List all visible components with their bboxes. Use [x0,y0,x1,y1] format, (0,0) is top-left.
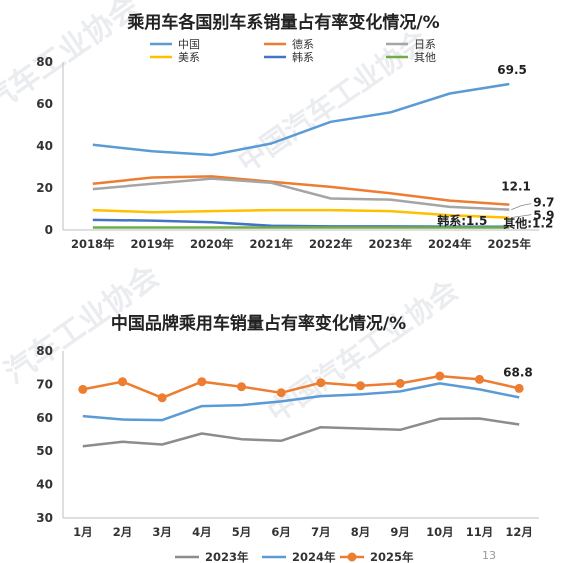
x-tick-label: 6月 [271,525,291,539]
label-connector [511,203,532,211]
x-tick-label: 3月 [152,525,172,539]
x-tick-label: 11月 [466,525,494,539]
y-tick-label: 80 [36,344,53,358]
series-line-2025年 [82,374,520,400]
chart2-title: 中国品牌乘用车销量占有率变化情况/% [110,314,407,334]
series-line-2024年 [82,382,520,422]
data-point [237,382,246,392]
x-tick-label: 4月 [192,525,212,539]
data-label: 韩系:1.5 [437,213,487,228]
data-label: 68.8 [503,365,533,379]
series-line-美系 [92,208,510,219]
x-tick-label: 5月 [232,525,252,539]
legend-label: 日系 [414,38,436,51]
x-tick-label: 8月 [351,525,371,539]
series-line-2023年 [82,417,520,448]
y-tick-label: 40 [36,139,53,153]
data-label: 5.9 [533,209,554,223]
legend-label: 中国 [178,38,200,51]
x-tick-label: 1月 [73,525,93,539]
x-tick-label: 2025年 [487,237,531,251]
x-tick-label: 2023年 [368,237,412,251]
data-point [435,371,445,381]
data-point [276,388,286,398]
y-tick-label: 20 [36,181,53,195]
y-tick-label: 70 [36,377,53,391]
data-point [118,377,127,387]
data-label: 12.1 [501,180,531,194]
legend-label: 2023年 [205,550,249,563]
x-tick-label: 2024年 [428,237,472,251]
data-point [475,374,484,384]
x-tick-label: 2020年 [190,237,234,251]
legend-label: 美系 [178,51,200,64]
chart1-title: 乘用车各国别车系销量占有率变化情况/% [127,13,440,33]
series-line-中国 [92,82,510,157]
x-tick-label: 12月 [505,525,533,539]
y-tick-label: 80 [36,55,53,69]
label-connector [511,214,532,219]
legend-marker [347,552,357,562]
series-line-德系 [92,175,510,206]
data-label: 其他:1.2 [503,215,553,230]
data-point [395,378,405,388]
x-tick-label: 2月 [113,525,133,539]
data-point [514,383,524,393]
y-tick-label: 60 [36,411,53,425]
y-tick-label: 50 [36,444,53,458]
data-point [316,378,326,388]
data-point [197,377,207,387]
x-tick-label: 9月 [390,525,410,539]
legend-label: 德系 [292,37,314,51]
data-point [356,381,365,391]
x-tick-label: 2021年 [249,237,293,251]
data-point [78,384,88,394]
page-number: 13 [482,549,496,562]
legend-label: 其他 [414,51,436,64]
legend-label: 韩系 [292,50,314,64]
y-tick-label: 40 [36,478,53,492]
x-tick-label: 10月 [426,525,454,539]
data-label: 69.5 [497,63,527,77]
y-tick-label: 0 [45,223,53,237]
y-tick-label: 60 [36,97,53,111]
y-tick-label: 30 [36,511,53,525]
series-line-日系 [92,177,510,211]
legend-label: 2025年 [370,550,414,563]
x-tick-label: 2022年 [309,237,353,251]
data-point [157,393,167,403]
data-label: 9.7 [533,196,554,210]
chart1-svg: 0 20 40 60 80 2018年 2019年 2020年 2021年 2022年 2023年 2… [36,37,554,251]
legend-label: 2024年 [292,550,336,563]
x-tick-label: 2018年 [71,237,115,251]
x-tick-label: 7月 [311,525,331,539]
x-tick-label: 2019年 [130,237,174,251]
